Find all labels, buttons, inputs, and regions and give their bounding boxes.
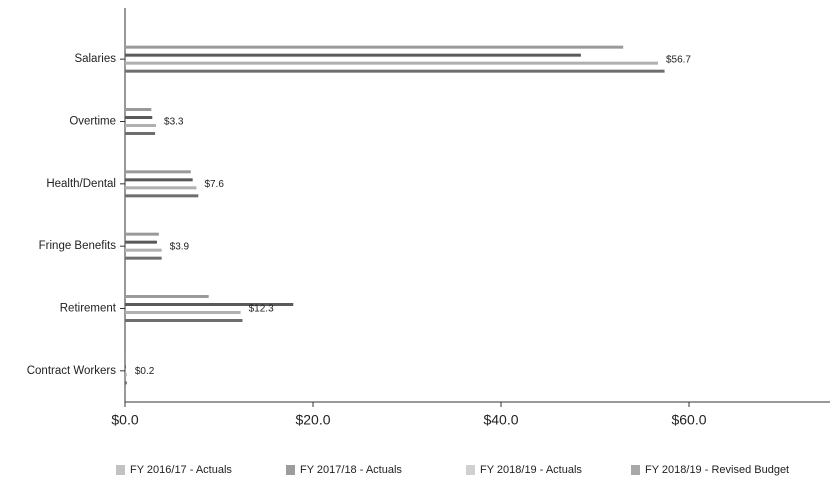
bar [125,124,157,127]
bar [125,45,624,49]
y-tick-label: Health/Dental [46,178,116,190]
bar [125,170,191,174]
bar [125,194,199,198]
value-label: $3.3 [164,117,184,128]
x-tick-label: $0.0 [111,412,138,428]
bar [125,232,159,236]
value-label: $56.7 [666,54,691,65]
value-label: $3.9 [170,241,190,252]
bar [125,108,152,111]
value-label: $0.2 [135,366,155,377]
y-tick-label: Fringe Benefits [39,240,117,252]
bar [125,116,153,119]
value-label: $12.3 [249,304,274,315]
legend-label: FY 2017/18 - Actuals [300,464,402,476]
x-tick-label: $40.0 [483,412,518,428]
bar [125,373,127,377]
legend-swatch [116,465,125,475]
legend-swatch [466,465,475,475]
bar [125,186,197,190]
x-tick-label: $20.0 [295,412,330,428]
bar [125,178,193,182]
legend-label: FY 2018/19 - Actuals [480,464,582,476]
legend-swatch [286,465,295,475]
y-tick-label: Salaries [74,53,116,65]
legend-label: FY 2016/17 - Actuals [130,464,232,476]
y-tick-label: Overtime [69,116,116,128]
legend-swatch [631,465,640,475]
bar [125,53,581,57]
legend-label: FY 2018/19 - Revised Budget [645,464,789,476]
bar [125,240,157,244]
x-tick-label: $60.0 [671,412,706,428]
bar [125,61,658,65]
bar [125,319,243,322]
bar [125,69,665,73]
value-label: $7.6 [204,179,224,190]
bar [125,357,126,361]
y-tick-label: Contract Workers [27,365,117,377]
bar [125,248,162,252]
bar [125,365,126,369]
bar [125,303,294,306]
bar [125,256,162,260]
bar [125,311,241,314]
bar [125,295,209,298]
y-tick-label: Retirement [60,303,117,315]
bar [125,132,156,135]
bar [125,381,127,385]
